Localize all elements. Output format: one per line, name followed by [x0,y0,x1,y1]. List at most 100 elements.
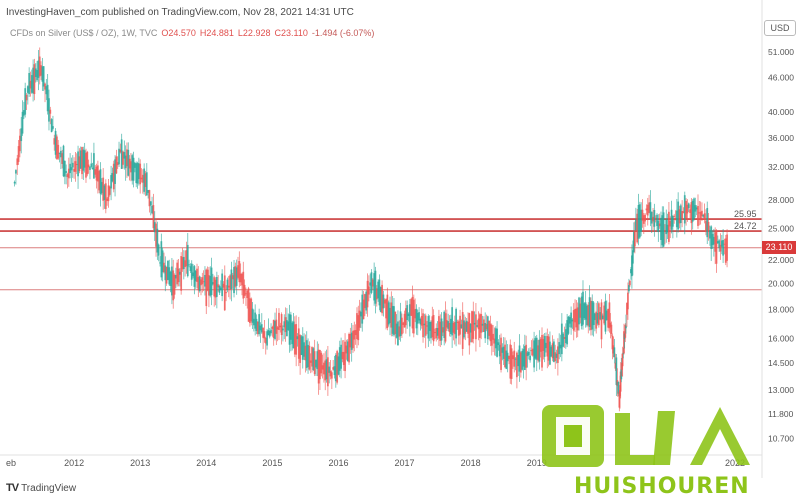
candle-body [579,303,582,318]
candle-body [196,268,198,282]
candle-body [574,308,576,323]
candle-body [708,230,711,239]
candle-body [258,314,261,335]
candle-body [626,302,628,315]
footer-brand: TradingView [21,482,77,494]
candle-body [323,362,325,375]
candle-body [631,250,634,264]
candle-body [188,264,190,266]
candle-body [59,150,62,158]
y-tick-label: 25.000 [768,223,794,233]
candle-body [342,351,345,366]
candle-body [211,282,214,285]
candle-body [570,312,572,328]
candle-body [358,310,361,328]
candle-body [20,128,23,142]
candle-body [671,216,674,227]
candle-body [649,202,652,220]
tradingview-footer[interactable]: TV TradingView [6,482,76,494]
candle-body [707,221,710,232]
candle-body [416,312,419,324]
candle-body [628,285,630,292]
candle-body [726,234,728,261]
candle-body [401,317,403,335]
candle-body [63,160,66,177]
candle-body [206,269,209,291]
candle-body [500,337,502,370]
candle-body [54,130,57,155]
candle-body [512,355,514,360]
candle-body [636,213,639,243]
candle-body [652,216,654,222]
candle-body [668,211,670,242]
candle-body [53,138,56,145]
candle-body [29,80,32,89]
candle-body [317,349,320,384]
candle-body [208,275,210,296]
candle-body [325,359,328,380]
candle-body [514,358,517,360]
candle-body [616,380,619,386]
candle-body [633,231,636,247]
candle-body [50,119,53,133]
candle-body [630,255,633,277]
candle-body [44,83,46,90]
candle-body [664,230,666,232]
y-tick-label: 11.800 [768,409,794,419]
candle-body [722,240,725,256]
candle-body [251,308,254,323]
candle-body [673,215,676,217]
candle-body [344,341,346,372]
candle-body [703,213,706,220]
candle-body [510,348,513,379]
candle-body [597,303,600,326]
candle-body [110,175,113,189]
candle-body [350,332,353,350]
candle-body [576,307,579,331]
candle-body [656,214,658,227]
candle-body [361,294,364,324]
watermark-peak-icon [690,407,750,465]
candle-body [143,168,146,192]
candle-body [412,299,415,334]
candle-body [149,201,152,206]
candle-body [562,333,565,347]
candle-body [701,210,703,217]
candle-body [320,352,323,374]
candle-body [705,220,707,232]
candle-body [459,315,461,335]
candle-body [641,209,644,221]
candle-body [461,312,464,349]
candle-body [638,204,641,238]
candle-body [288,314,291,345]
candle-body [250,298,253,322]
candle-body [231,275,234,280]
candle-body [529,355,532,361]
candle-body [410,299,413,316]
candle-body [463,320,465,338]
y-tick-label: 10.700 [768,433,794,443]
candle-body [621,362,623,370]
candle-body [383,299,386,304]
x-tick-label: 2016 [328,458,348,468]
candle-body [116,162,119,166]
currency-button[interactable]: USD [764,20,796,36]
candle-body [608,302,611,329]
candle-body [698,212,701,214]
candle-body [144,173,147,188]
y-tick-label: 22.000 [768,255,794,265]
candle-body [583,303,586,319]
candle-body [518,345,521,372]
candle-body [484,322,487,339]
candle-body [177,268,180,283]
candle-body [37,60,40,78]
candle-body [300,336,303,355]
candle-body [324,360,327,381]
candle-body [691,200,694,222]
candle-body [533,340,535,368]
legend-open: O24.570 [161,28,196,38]
candle-body [241,273,243,286]
candle-body [675,210,678,228]
x-axis: eb 2012 2013 2014 2015 2016 2017 2018 2019 2022 [0,454,762,468]
